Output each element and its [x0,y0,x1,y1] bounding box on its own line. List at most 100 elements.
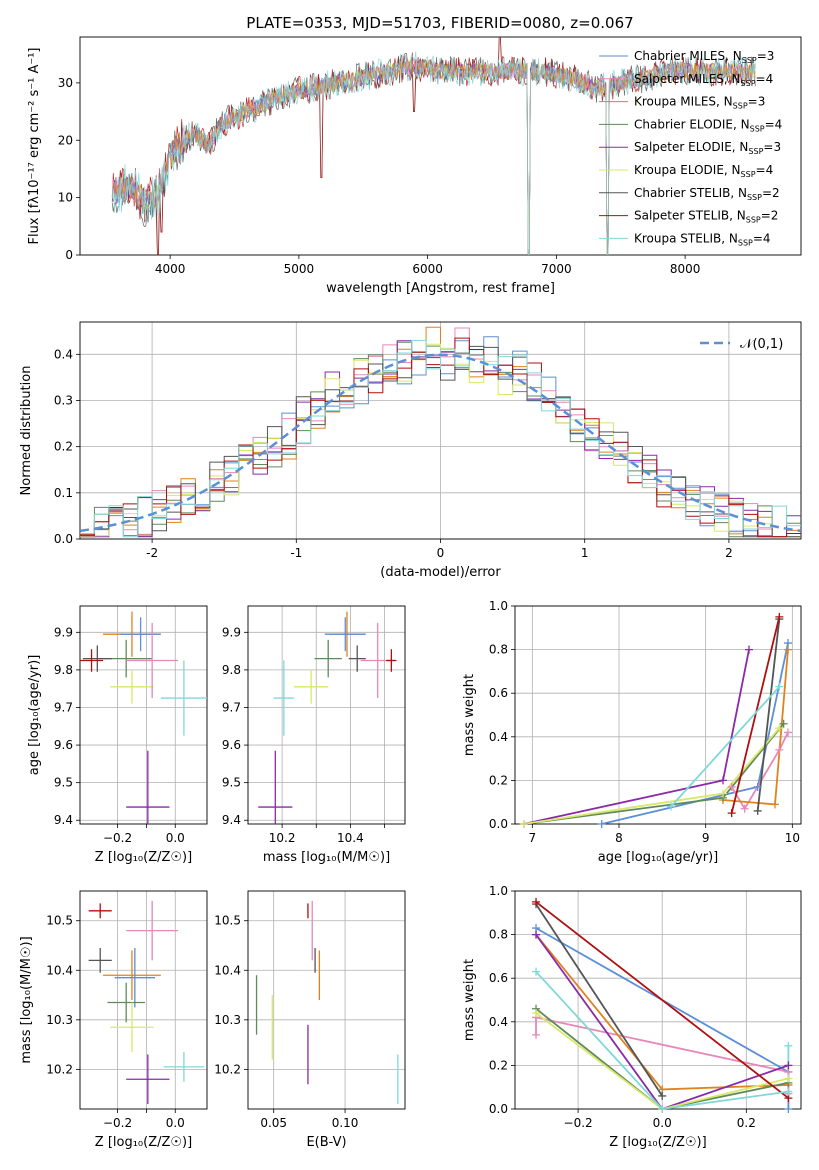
mass-weight-marker [532,897,541,906]
y-tick-label: 1.0 [489,884,508,898]
axes-frame [514,890,802,1110]
plot-area [111,37,756,255]
mass-weight-marker [775,682,784,691]
y-tick-label: 10.4 [46,963,73,977]
legend-label: Kroupa STELIB, NSSP=4 [634,231,771,247]
plot-area [80,326,801,538]
y-axis-label: age [log₁₀(age/yr)] [27,655,42,776]
chart-panel-7: 0.05 0.10 10.2 10.3 10.4 10.5 E(B-V) [214,890,406,1150]
x-tick-label: -2 [146,546,158,560]
x-tick-label: 10 [785,831,800,845]
y-tick-label: 0.2 [489,773,508,787]
chart-panel-1: 4000 5000 6000 7000 8000 0 10 20 30 wavelength [A… [27,36,802,296]
mass-weight-marker [745,645,753,654]
chart-panel-5: 7 8 9 10 0.0 0.2 0.4 0.6 0.8 1.0 age [log₁₀(age/yr… [462,599,802,865]
spectrum-line [111,51,756,255]
x-tick-label: 0.05 [260,1116,287,1130]
y-tick-label: 0.4 [54,347,73,361]
y-tick-label: 0.2 [489,1058,508,1072]
mass-weight-marker [771,800,779,809]
mass-weight-marker [784,1105,793,1113]
mass-weight-marker [727,809,736,818]
y-tick-label: 0.8 [489,928,508,942]
mass-weight-marker [753,806,762,815]
chart-panel-3: −0.2 0.0 9.4 9.5 9.6 9.7 9.8 9.9 Z [log₁₀(Z/Z☉)]… [27,605,208,865]
y-tick-label: 10.2 [46,1062,73,1076]
mass-weight-marker [532,1030,541,1039]
x-tick-label: 4000 [155,262,186,276]
y-tick-label: 9.4 [222,813,241,827]
x-axis-label: mass [log₁₀(M/M☉)] [263,850,390,865]
y-tick-label: 10.4 [214,963,241,977]
x-axis-label: (data-model)/error [380,565,501,580]
y-tick-label: 0 [65,248,73,262]
x-tick-label: 0.2 [737,1116,756,1130]
axes-frame [247,890,406,1110]
chart-panel-6: −0.2 0.0 10.2 10.3 10.4 10.5 Z [log₁₀(Z/Z☉)] ma… [19,890,208,1150]
legend-label: Kroupa MILES, NSSP=3 [634,95,765,111]
y-tick-label: 0.0 [54,532,73,546]
figure-title: PLATE=0353, MJD=51703, FIBERID=0080, z=0… [246,14,633,32]
x-tick-label: 8000 [670,262,701,276]
y-tick-label: 1.0 [489,599,508,613]
plot-area [255,900,399,1105]
y-tick-label: 0.3 [54,393,73,407]
mass-weight-marker [784,1087,793,1096]
y-tick-label: 10.3 [46,1013,73,1027]
x-tick-label: 0.0 [653,1116,672,1130]
axes-frame [247,605,406,825]
x-tick-label: -1 [290,546,302,560]
mass-weight-marker [784,645,792,654]
legend-label: Salpeter MILES, NSSP=4 [634,72,773,88]
plot-area [88,900,205,1105]
x-tick-label: 8 [615,831,623,845]
x-tick-label: −0.2 [103,831,132,845]
y-tick-label: 9.8 [54,663,73,677]
x-tick-label: −0.2 [103,1116,132,1130]
mass-weight-line [535,901,789,1099]
y-tick-label: 10.5 [214,914,241,928]
y-tick-label: 10.5 [46,914,73,928]
x-tick-label: 9 [702,831,710,845]
x-tick-label: 5000 [284,262,315,276]
mass-weight-marker [727,782,736,791]
y-tick-label: 9.9 [222,625,241,639]
mass-weight-marker [775,724,784,733]
y-tick-label: 10.2 [214,1062,241,1076]
y-tick-label: 10 [58,191,73,205]
y-tick-label: 9.9 [54,625,73,639]
x-tick-label: 7 [529,831,537,845]
normal-curve [80,353,801,533]
y-tick-label: 9.4 [54,813,73,827]
x-axis-label: Z [log₁₀(Z/Z☉)] [95,850,192,865]
y-tick-label: 0.4 [489,1015,508,1029]
mass-weight-marker [784,728,792,737]
spectrum-line [111,59,756,255]
legend-label: Chabrier ELODIE, NSSP=4 [634,117,782,133]
mass-weight-marker [519,820,528,828]
y-axis-label: mass weight [462,674,477,756]
mass-weight-line [535,1012,789,1109]
spectrum-line [111,58,756,255]
mass-weight-marker [779,719,788,728]
y-tick-label: 9.6 [54,738,73,752]
x-tick-label: 7000 [541,262,572,276]
legend-label: Salpeter STELIB, NSSP=2 [634,209,778,225]
y-tick-label: 0.1 [54,486,73,500]
mass-weight-line [535,903,663,1097]
legend-label: 𝒩(0,1) [740,337,783,352]
chart-panel-2: -2 -1 0 1 2 0.0 0.1 0.2 0.3 0.4 (data-model)/error… [19,321,802,580]
y-tick-label: 0.0 [489,817,508,831]
mass-weight-marker [753,782,762,791]
mass-weight-marker [667,802,675,811]
x-tick-label: 0.0 [166,831,185,845]
mass-weight-line [730,616,781,814]
mass-weight-marker [532,967,541,976]
legend-label: Salpeter ELODIE, NSSP=3 [634,140,781,156]
histogram-step [80,339,801,538]
legend-label: Kroupa ELODIE, NSSP=4 [634,163,773,179]
x-tick-label: −0.2 [564,1116,593,1130]
x-axis-label: E(B-V) [306,1135,346,1150]
y-tick-label: 0.8 [489,643,508,657]
